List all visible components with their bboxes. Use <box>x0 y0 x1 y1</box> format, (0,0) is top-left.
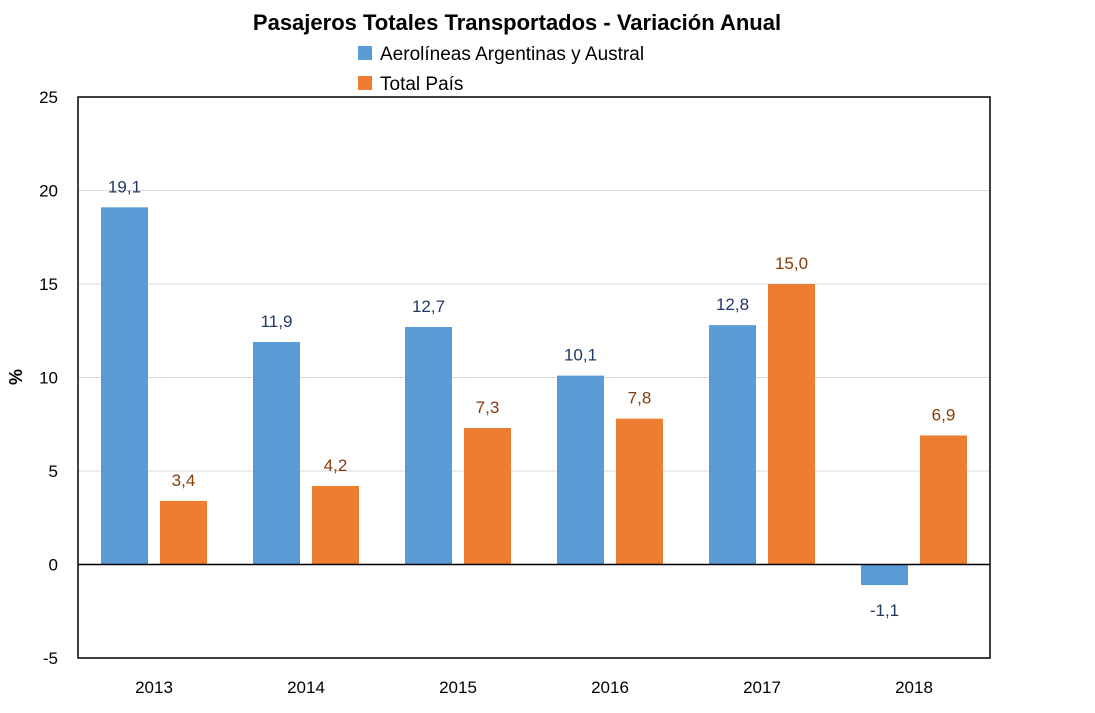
bars <box>101 207 967 586</box>
y-tick-label: 20 <box>39 182 58 201</box>
data-label: 11,9 <box>261 312 293 331</box>
data-label: 3,4 <box>172 471 196 490</box>
data-label: 12,7 <box>412 297 445 316</box>
bar-aerolineas <box>861 564 908 586</box>
bar-aerolineas <box>709 325 756 565</box>
x-tick-label: 2018 <box>895 678 933 697</box>
bar-aerolineas <box>405 327 452 565</box>
data-label: 4,2 <box>324 456 348 475</box>
legend: Aerolíneas Argentinas y Austral Total Paí… <box>358 44 644 95</box>
x-tick-label: 2017 <box>743 678 781 697</box>
legend-label: Total País <box>380 74 463 95</box>
bar-total-pais <box>464 427 511 565</box>
y-tick-label: 10 <box>39 369 58 388</box>
bar-aerolineas <box>253 341 300 565</box>
chart-title: Pasajeros Totales Transportados - Variac… <box>253 10 781 35</box>
data-label: 6,9 <box>932 405 956 424</box>
bar-total-pais <box>768 284 815 565</box>
x-tick-label: 2016 <box>591 678 629 697</box>
bar-total-pais <box>616 418 663 565</box>
data-label: 7,8 <box>628 389 652 408</box>
data-label: 7,3 <box>476 398 500 417</box>
x-tick-label: 2014 <box>287 678 325 697</box>
bar-aerolineas <box>557 375 604 565</box>
legend-swatch <box>358 76 372 90</box>
y-tick-label: 15 <box>39 275 58 294</box>
legend-label: Aerolíneas Argentinas y Austral <box>380 44 644 65</box>
x-tick-label: 2013 <box>135 678 173 697</box>
data-label: 15,0 <box>775 254 808 273</box>
y-axis-label: % <box>6 369 26 385</box>
data-label: -1,1 <box>870 601 899 620</box>
y-tick-label: -5 <box>43 649 58 668</box>
bar-total-pais <box>920 435 967 565</box>
y-tick-label: 0 <box>49 556 58 575</box>
bar-total-pais <box>160 500 207 565</box>
gridlines <box>78 190 990 472</box>
data-label: 10,1 <box>564 346 597 365</box>
axes: -5 0 5 10 15 20 25 2013 2014 2015 2016 2017 2018 <box>39 88 991 697</box>
plot-frame <box>77 96 991 659</box>
bar-aerolineas <box>101 207 148 565</box>
data-label: 19,1 <box>108 177 141 196</box>
data-label: 12,8 <box>716 295 749 314</box>
y-tick-label: 25 <box>39 88 58 107</box>
legend-swatch <box>358 46 372 60</box>
data-labels: 19,1 3,4 11,9 4,2 12,7 7,3 10,1 7,8 12,8 15,0 -1,1… <box>108 177 955 620</box>
bar-total-pais <box>312 485 359 565</box>
x-tick-label: 2015 <box>439 678 477 697</box>
y-tick-label: 5 <box>49 462 58 481</box>
